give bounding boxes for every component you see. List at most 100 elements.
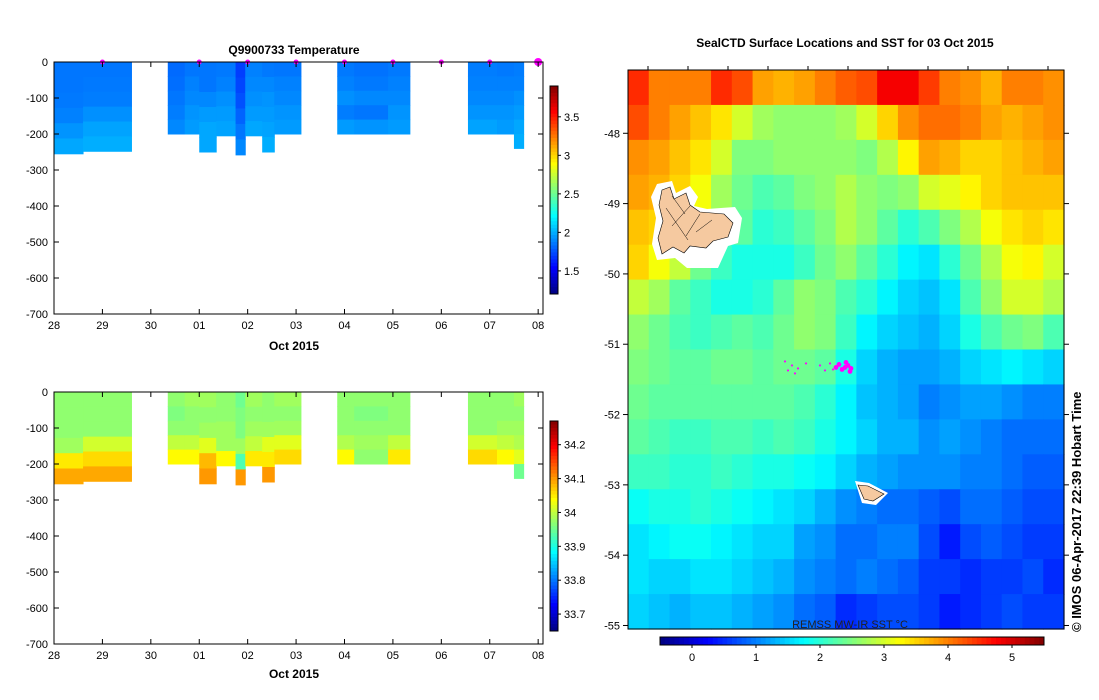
colorbar-segment (550, 218, 558, 222)
colorbar-tick-label: 3 (564, 150, 570, 162)
profile-8-cell-2 (262, 422, 275, 438)
sst-cell (1043, 175, 1064, 211)
colorbar-segment (550, 138, 558, 142)
profile-14-cell-1 (497, 76, 514, 91)
sst-cell (1022, 454, 1043, 490)
sst-cell (836, 105, 857, 141)
y-tick-label: -500 (26, 237, 48, 249)
colorbar-segment (550, 519, 558, 523)
sst-colorbar-segment (842, 637, 847, 645)
sst-cell (960, 70, 981, 106)
sst-cell (877, 454, 898, 490)
sst-cell (981, 350, 1002, 386)
sst-cell (628, 105, 649, 141)
x-tick-label: 28 (48, 320, 60, 332)
y-tick-label: 0 (42, 57, 48, 69)
colorbar-segment (550, 100, 558, 104)
profile-13-cell-1 (468, 406, 498, 421)
sst-cell (898, 384, 919, 420)
profile-11-cell-2 (354, 91, 388, 106)
temperature-profiles (54, 58, 542, 155)
temperature-title: Q9900733 Temperature (228, 43, 360, 57)
sst-cell (649, 454, 670, 490)
sst-cell (628, 384, 649, 420)
sst-cell (690, 70, 711, 106)
profile-2-cell-3 (168, 105, 185, 120)
profile-15-cell-3 (514, 435, 524, 450)
profile-3-cell-3 (185, 105, 200, 120)
sst-cell (670, 594, 691, 630)
sst-colorbar-segment (703, 637, 708, 645)
sst-cell (960, 559, 981, 595)
profile-7-cell-2 (245, 92, 262, 107)
colorbar-segment (550, 200, 558, 204)
profile-15-cell-2 (514, 91, 524, 106)
profile-15-cell-2 (514, 421, 524, 436)
sst-colorbar-segment (910, 637, 915, 645)
y-tick-label: -700 (26, 309, 48, 321)
profile-14-cell-3 (497, 105, 514, 120)
sst-cell (1002, 524, 1023, 560)
colorbar-segment (550, 221, 558, 225)
profile-2-cell-0 (168, 392, 185, 407)
sst-cell (773, 454, 794, 490)
colorbar-segment (550, 152, 558, 156)
sst-cell (690, 315, 711, 351)
sst-cell (649, 140, 670, 176)
sst-cell (1043, 315, 1064, 351)
colorbar-segment (550, 259, 558, 263)
sst-cell (836, 315, 857, 351)
sst-colorbar-segment (919, 637, 924, 645)
sst-colorbar-segment (713, 637, 718, 645)
sst-cell (1022, 384, 1043, 420)
sst-colorbar-segment (857, 637, 862, 645)
profile-7-cell-1 (245, 407, 262, 422)
sst-cell (856, 280, 877, 316)
colorbar-segment (550, 533, 558, 537)
sst-cell (753, 175, 774, 211)
sst-colorbar-segment (756, 637, 761, 645)
sst-cell (753, 70, 774, 106)
sst-cell (628, 280, 649, 316)
sst-cell (836, 280, 857, 316)
colorbar-segment (550, 239, 558, 243)
sst-cell (939, 175, 960, 211)
sst-cell (898, 280, 919, 316)
sst-cell (1043, 384, 1064, 420)
sst-cell (794, 489, 815, 525)
sst-cell (1022, 280, 1043, 316)
sst-cell (753, 315, 774, 351)
sst-cell (856, 175, 877, 211)
x-tick-label: 06 (435, 650, 447, 662)
profile-14-cell-2 (497, 91, 514, 106)
profile-14-cell-3 (497, 435, 514, 450)
profile-4-cell-4 (199, 453, 216, 469)
sst-colorbar-segment (991, 637, 996, 645)
colorbar-segment (550, 446, 558, 450)
sst-cell (1022, 559, 1043, 595)
colorbar-segment (550, 110, 558, 114)
sst-cell (690, 559, 711, 595)
sst-cell (649, 419, 670, 455)
sst-colorbar-segment (766, 637, 771, 645)
sst-c-tick-label: 4 (945, 652, 951, 664)
sst-cell (649, 350, 670, 386)
sst-cell (877, 70, 898, 106)
profile-3-cell-4 (185, 120, 200, 135)
sst-cell (981, 454, 1002, 490)
sst-cell (794, 524, 815, 560)
sst-cell (732, 245, 753, 281)
colorbar-segment (550, 114, 558, 118)
profile-11-cell-1 (354, 406, 388, 421)
sst-cell (773, 489, 794, 525)
seal-location-point (848, 369, 853, 374)
sst-cell (670, 140, 691, 176)
colorbar-segment (550, 232, 558, 236)
sst-cell (628, 454, 649, 490)
sst-cell (939, 280, 960, 316)
sst-cell (856, 419, 877, 455)
sst-cell (898, 140, 919, 176)
sst-cell (628, 210, 649, 246)
colorbar-segment (550, 481, 558, 485)
sst-cell (919, 105, 940, 141)
